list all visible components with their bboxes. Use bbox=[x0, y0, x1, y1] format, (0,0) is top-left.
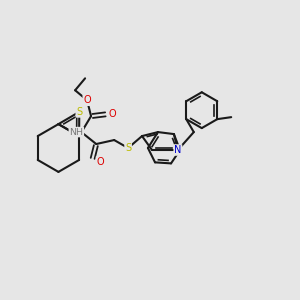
Text: NH: NH bbox=[69, 128, 83, 136]
Text: S: S bbox=[125, 143, 131, 153]
Text: O: O bbox=[96, 157, 104, 167]
Text: O: O bbox=[83, 95, 91, 105]
Text: N: N bbox=[174, 145, 182, 155]
Text: S: S bbox=[76, 107, 82, 117]
Text: O: O bbox=[108, 109, 116, 119]
